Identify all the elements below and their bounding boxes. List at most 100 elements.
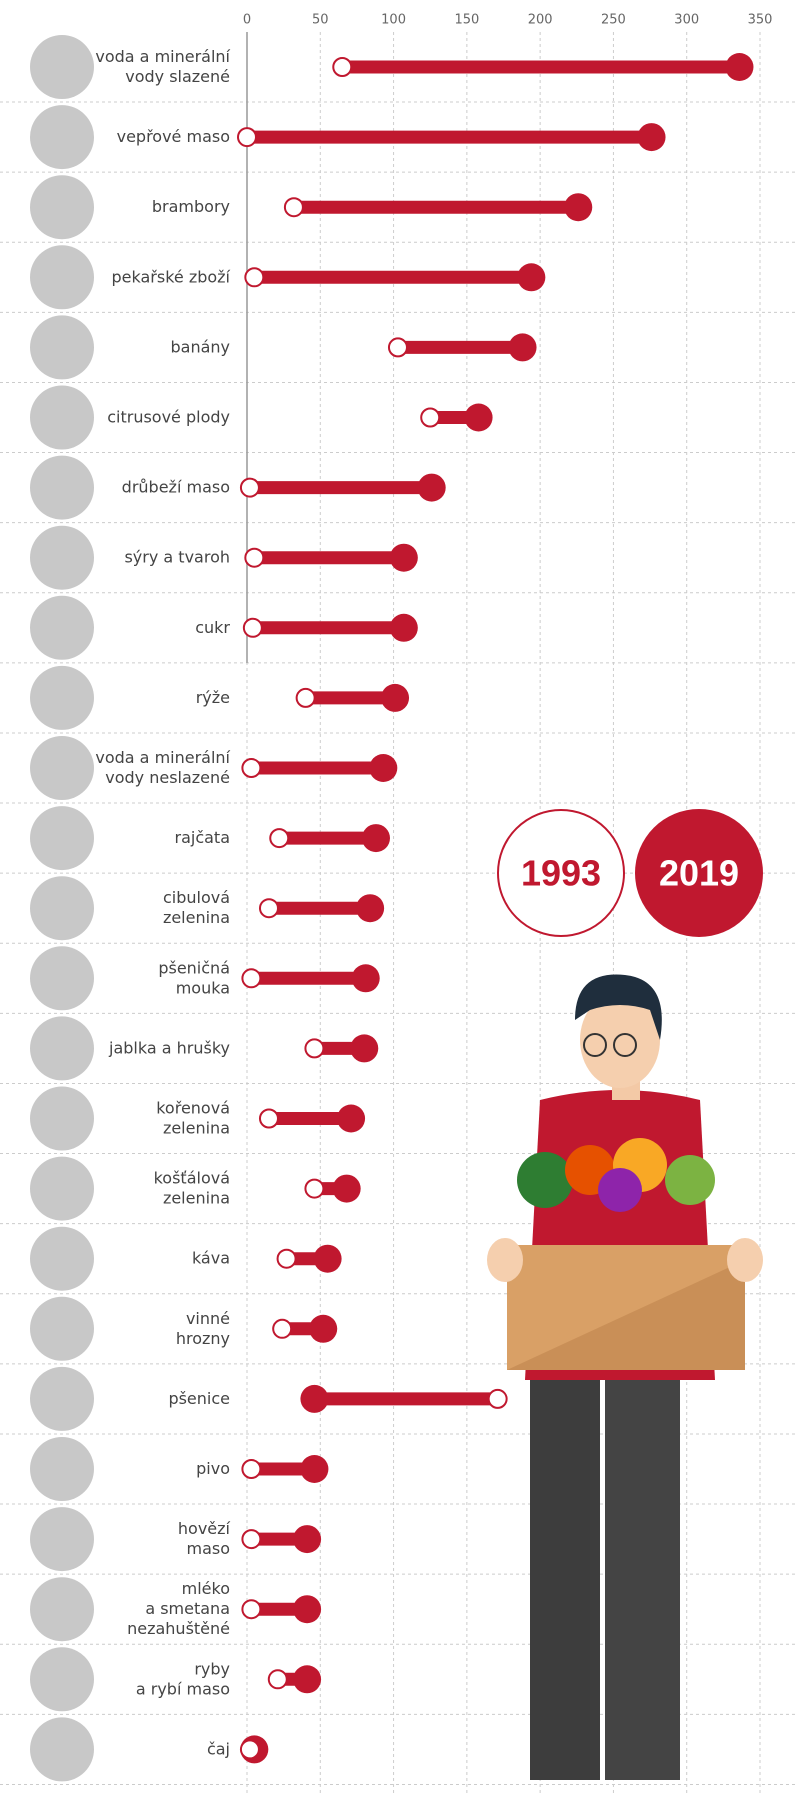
dot-1993 xyxy=(305,1180,323,1198)
category-icon xyxy=(30,1297,94,1361)
dot-2019 xyxy=(309,1315,337,1343)
dot-1993 xyxy=(285,198,303,216)
dot-2019 xyxy=(300,1385,328,1413)
dot-1993 xyxy=(270,829,288,847)
dot-1993 xyxy=(245,549,263,567)
dot-2019 xyxy=(314,1245,342,1273)
x-tick-label: 50 xyxy=(312,13,329,28)
dot-1993 xyxy=(305,1039,323,1057)
category-label: rýže xyxy=(196,687,230,706)
dot-2019 xyxy=(418,474,446,502)
dot-1993 xyxy=(260,899,278,917)
dot-1993 xyxy=(242,1600,260,1618)
category-label: pšenice xyxy=(168,1388,230,1407)
category-label: pekařské zboží xyxy=(111,267,230,286)
dot-2019 xyxy=(390,614,418,642)
category-icon xyxy=(30,736,94,800)
dot-1993 xyxy=(260,1110,278,1128)
dot-2019 xyxy=(337,1105,365,1133)
category-icon xyxy=(30,1157,94,1221)
dot-2019 xyxy=(352,964,380,992)
dot-1993 xyxy=(238,128,256,146)
category-icon xyxy=(30,1717,94,1781)
x-tick-label: 200 xyxy=(528,13,553,28)
category-label: sýry a tvaroh xyxy=(124,547,230,566)
chart: 050100150200250300350 voda a minerálnívo… xyxy=(0,0,795,1800)
category-icon xyxy=(30,596,94,660)
category-label: drůbeží maso xyxy=(122,477,230,496)
dot-1993 xyxy=(278,1250,296,1268)
dot-2019 xyxy=(465,404,493,432)
dot-2019 xyxy=(369,754,397,782)
dot-1993 xyxy=(489,1390,507,1408)
x-tick-label: 150 xyxy=(454,13,479,28)
dot-2019 xyxy=(333,1175,361,1203)
dot-2019 xyxy=(350,1034,378,1062)
dot-2019 xyxy=(293,1595,321,1623)
category-icon xyxy=(30,35,94,99)
dot-1993 xyxy=(241,479,259,497)
category-icon xyxy=(30,1577,94,1641)
dot-1993 xyxy=(333,58,351,76)
dot-2019 xyxy=(381,684,409,712)
category-icon xyxy=(30,1437,94,1501)
dot-1993 xyxy=(244,619,262,637)
dot-1993 xyxy=(421,409,439,427)
illustration xyxy=(487,975,763,1780)
x-tick-label: 0 xyxy=(243,13,251,28)
dot-1993 xyxy=(245,268,263,286)
category-label: káva xyxy=(192,1248,230,1267)
legend-label: 1993 xyxy=(521,853,601,894)
dot-2019 xyxy=(300,1455,328,1483)
category-label: vepřové maso xyxy=(117,127,230,146)
category-icon xyxy=(30,1647,94,1711)
category-icon xyxy=(30,245,94,309)
category-icon xyxy=(30,386,94,450)
category-label: čaj xyxy=(207,1739,230,1758)
dot-2019 xyxy=(517,263,545,291)
category-label: rajčata xyxy=(174,828,230,847)
dot-1993 xyxy=(242,1460,260,1478)
x-tick-label: 350 xyxy=(748,13,773,28)
category-label: banány xyxy=(170,337,230,356)
category-icon xyxy=(30,1367,94,1431)
dot-2019 xyxy=(293,1665,321,1693)
dot-1993 xyxy=(242,969,260,987)
dot-1993 xyxy=(269,1670,287,1688)
x-tick-label: 250 xyxy=(601,13,626,28)
dot-1993 xyxy=(242,759,260,777)
dot-2019 xyxy=(362,824,390,852)
legend-label: 2019 xyxy=(659,853,739,894)
category-icon xyxy=(30,175,94,239)
dot-2019 xyxy=(293,1525,321,1553)
category-icon xyxy=(30,456,94,520)
category-icon xyxy=(30,1016,94,1080)
dot-2019 xyxy=(725,53,753,81)
dot-2019 xyxy=(564,193,592,221)
category-icon xyxy=(30,526,94,590)
category-label: citrusové plody xyxy=(107,407,230,426)
category-icon xyxy=(30,806,94,870)
x-tick-label: 100 xyxy=(381,13,406,28)
category-icon xyxy=(30,315,94,379)
category-label: brambory xyxy=(152,197,230,216)
dot-2019 xyxy=(356,894,384,922)
dot-2019 xyxy=(638,123,666,151)
dot-1993 xyxy=(389,338,407,356)
category-icon xyxy=(30,1507,94,1571)
dot-1993 xyxy=(273,1320,291,1338)
category-icon xyxy=(30,946,94,1010)
dot-1993 xyxy=(242,1530,260,1548)
category-icon xyxy=(30,1227,94,1291)
category-icon xyxy=(30,105,94,169)
category-icon xyxy=(30,666,94,730)
